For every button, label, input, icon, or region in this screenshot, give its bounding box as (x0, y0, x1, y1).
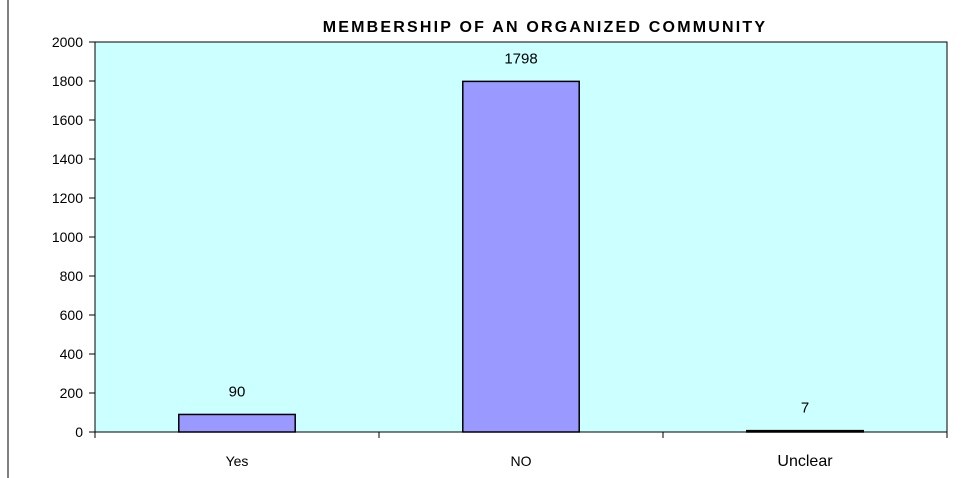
y-tick-label: 600 (60, 307, 84, 323)
y-tick-label: 2000 (52, 34, 83, 50)
y-tick-label: 1600 (52, 112, 83, 128)
y-axis: 0 200 400 600 800 1000 1200 1400 1600 1800 2000 (52, 34, 95, 440)
data-label: 1798 (504, 50, 537, 67)
chart-title: MEMBERSHIP OF AN ORGANIZED COMMUNITY (323, 19, 768, 36)
data-label: 7 (801, 400, 809, 417)
x-tick-label: Yes (226, 453, 249, 469)
y-tick-label: 1400 (52, 151, 83, 167)
data-labels: 90 1798 7 (229, 50, 810, 416)
y-tick-label: 0 (75, 424, 83, 440)
bar-series (178, 80, 864, 433)
bar-unclear (746, 429, 864, 433)
y-tick-label: 1000 (52, 229, 83, 245)
y-tick-label: 200 (60, 385, 84, 401)
bar-no (462, 80, 580, 433)
y-tick-label: 1800 (52, 73, 83, 89)
x-axis: Yes NO Unclear (94, 432, 948, 470)
x-tick-label: Unclear (777, 453, 833, 470)
x-tick-label: NO (511, 453, 532, 469)
y-tick-label: 800 (60, 268, 84, 284)
bar-yes (178, 413, 296, 433)
y-tick-label: 400 (60, 346, 84, 362)
y-tick-label: 1200 (52, 190, 83, 206)
data-label: 90 (229, 383, 246, 400)
